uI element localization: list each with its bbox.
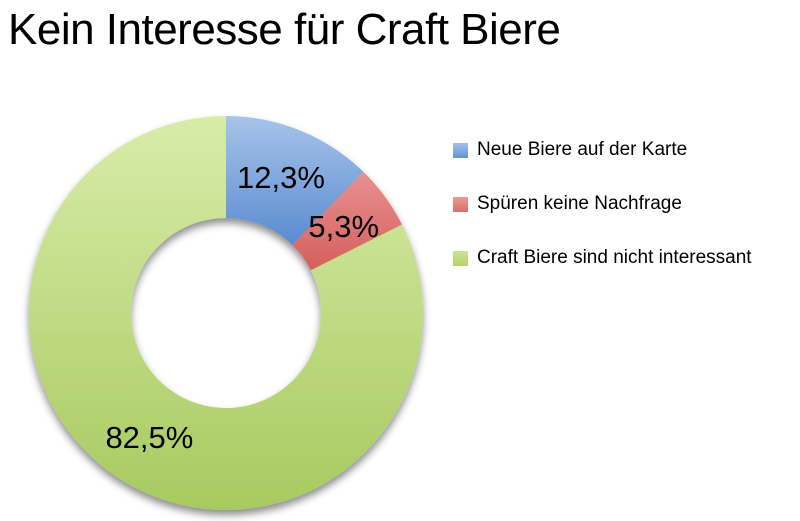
- donut-slice-red: [292, 171, 402, 271]
- slice-label-blue: 12,3%: [237, 160, 325, 195]
- legend-swatch-blue: [453, 142, 468, 158]
- slice-labels: 12,3% 5,3% 82,5%: [105, 160, 379, 455]
- donut-slices: [28, 116, 423, 510]
- legend-label: Craft Biere sind nicht interessant: [477, 247, 752, 268]
- legend-swatch-green: [453, 250, 468, 266]
- chart-title: Kein Interesse für Craft Biere: [8, 5, 561, 54]
- slice-label-green: 82,5%: [105, 420, 193, 455]
- donut-slice-blue: [226, 116, 364, 245]
- legend-item-nicht-interessant: Craft Biere sind nicht interessant: [453, 247, 752, 269]
- legend-label: Spüren keine Nachfrage: [477, 193, 682, 214]
- legend-swatch-red: [453, 196, 468, 212]
- slice-label-red: 5,3%: [308, 209, 379, 244]
- donut-slice-green: [28, 116, 423, 510]
- legend-item-keine-nachfrage: Spüren keine Nachfrage: [453, 193, 752, 215]
- legend-label: Neue Biere auf der Karte: [477, 139, 688, 160]
- chart-legend: Neue Biere auf der Karte Spüren keine Na…: [453, 139, 752, 301]
- legend-item-neue-biere: Neue Biere auf der Karte: [453, 139, 752, 161]
